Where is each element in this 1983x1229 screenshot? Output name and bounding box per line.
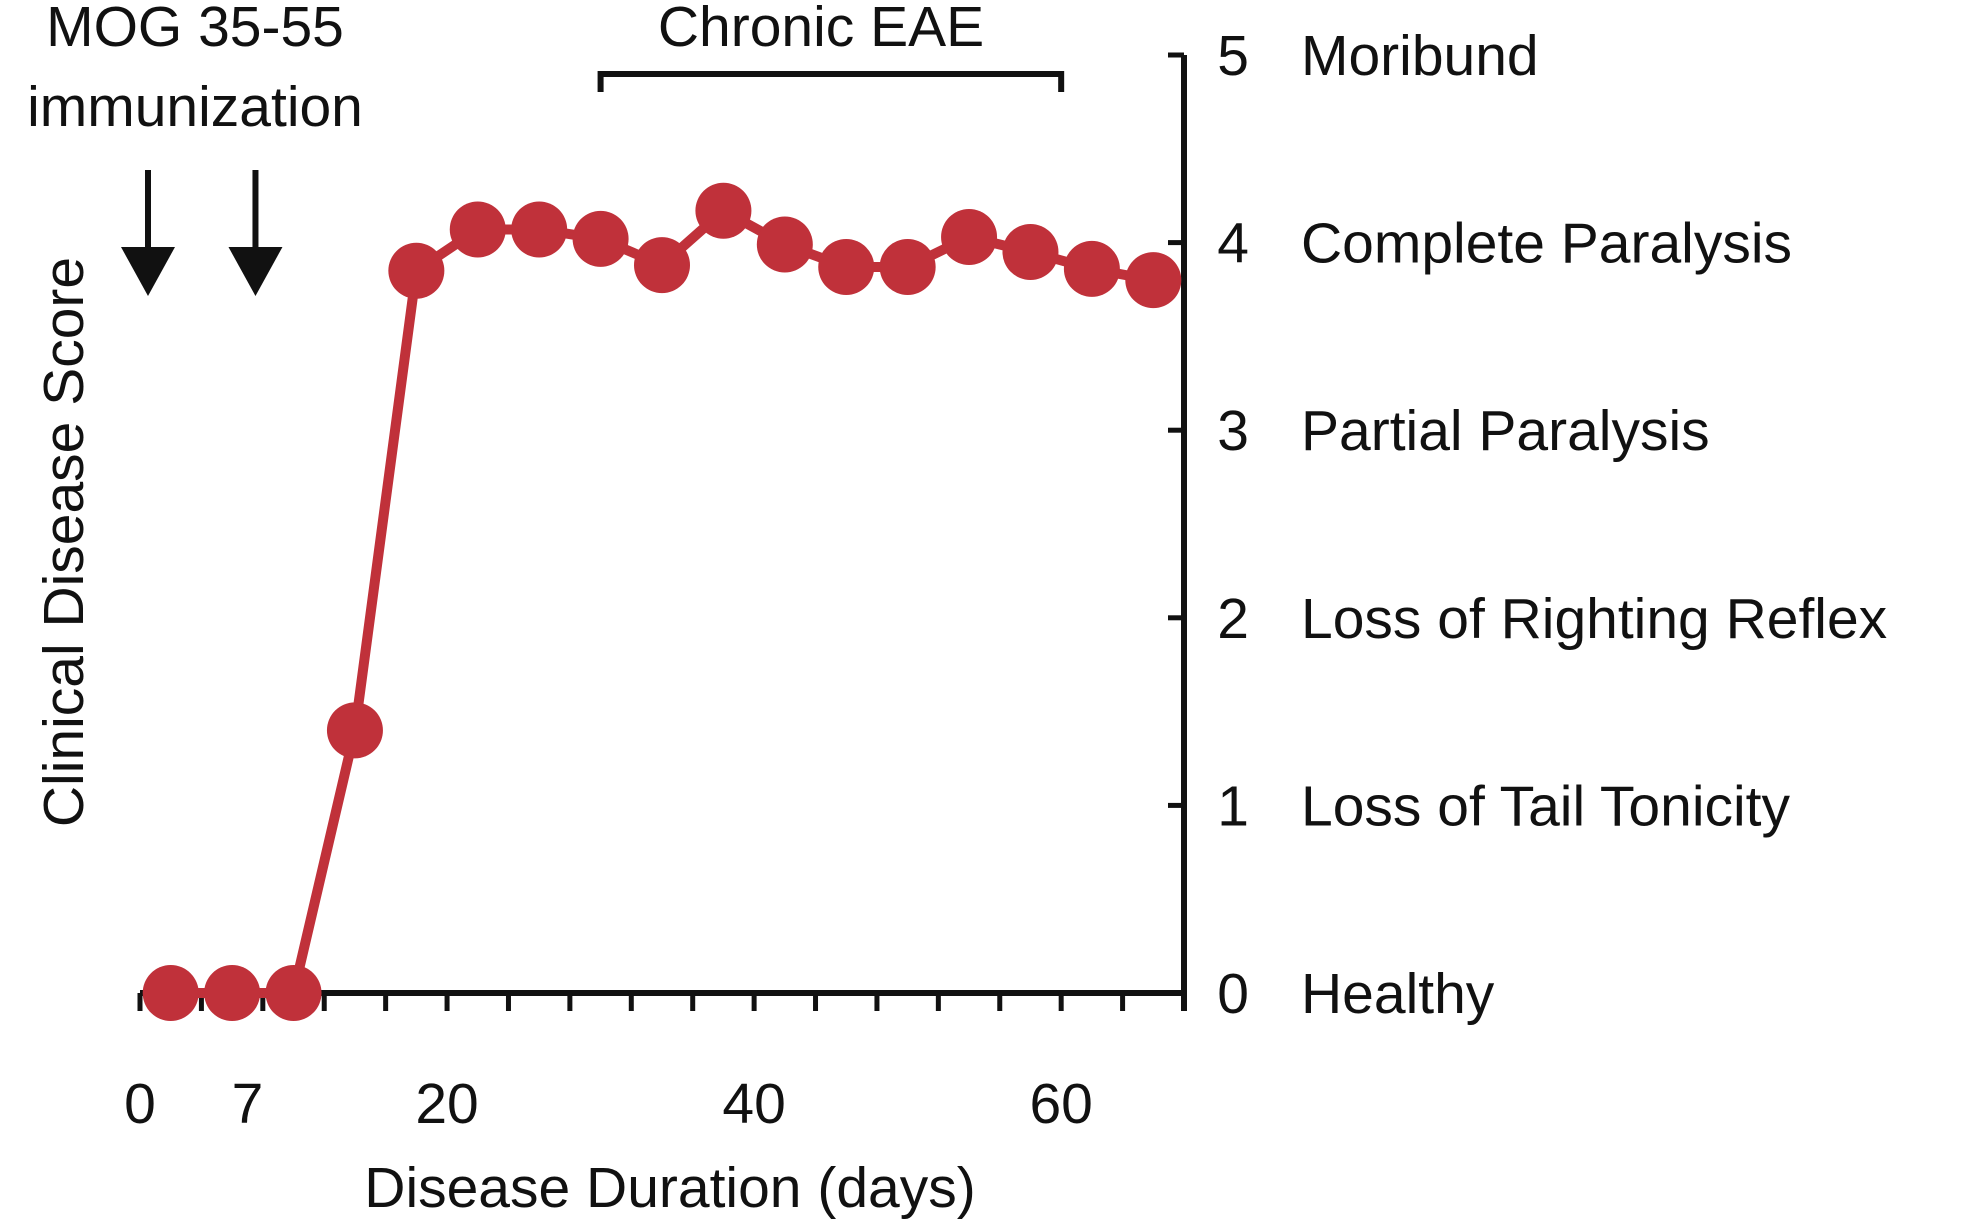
- series-line: [170, 205, 1155, 998]
- y-axis-ticks: 0 Healthy 1 Loss of Tail Tonicity 2 Loss of R…: [1168, 24, 1887, 1026]
- data-point: [142, 965, 199, 1021]
- chronic-eae-label: Chronic EAE: [658, 0, 984, 59]
- x-tick-label: 7: [232, 1072, 264, 1136]
- x-tick-label: 40: [722, 1072, 785, 1136]
- x-tick-label: 60: [1029, 1072, 1092, 1136]
- arrow-down-icon: [228, 247, 283, 296]
- series-layer: [142, 182, 1182, 1021]
- data-point: [449, 201, 506, 258]
- y-tick-label: 5: [1217, 24, 1249, 88]
- immunization-label-line1: MOG 35-55: [46, 0, 344, 59]
- arrow-down-icon: [121, 247, 175, 296]
- data-point: [941, 208, 998, 265]
- y-tick-description: Loss of Righting Reflex: [1301, 587, 1887, 651]
- y-tick-description: Loss of Tail Tonicity: [1301, 774, 1790, 838]
- y-tick-description: Partial Paralysis: [1301, 399, 1710, 463]
- y-tick-label: 2: [1217, 587, 1249, 651]
- y-tick-description: Healthy: [1301, 962, 1495, 1026]
- y-tick-label: 4: [1217, 212, 1249, 276]
- data-point: [879, 238, 936, 295]
- data-point: [1063, 240, 1120, 297]
- data-point: [204, 965, 261, 1021]
- data-point: [1125, 252, 1182, 309]
- immunization-arrows: [121, 170, 283, 296]
- data-point: [326, 702, 383, 759]
- data-point: [756, 216, 813, 273]
- x-axis-tick-labels: 0 7 20 40 60: [124, 1072, 1093, 1136]
- data-point: [511, 201, 568, 258]
- x-tick-label: 20: [415, 1072, 478, 1136]
- immunization-label-line2: immunization: [27, 75, 363, 139]
- y-tick-label: 3: [1217, 399, 1249, 463]
- y-axis-title: Clinical Disease Score: [32, 257, 96, 827]
- data-point: [572, 210, 629, 267]
- x-tick-label: 0: [124, 1072, 156, 1136]
- data-point: [388, 242, 445, 299]
- y-tick-label: 1: [1217, 774, 1249, 838]
- y-tick-label: 0: [1217, 962, 1249, 1026]
- data-point: [695, 182, 752, 239]
- data-point: [634, 237, 690, 294]
- data-point: [1002, 223, 1059, 280]
- x-axis-title: Disease Duration (days): [364, 1156, 975, 1220]
- chronic-eae-bracket: [597, 71, 1065, 92]
- y-tick-description: Complete Paralysis: [1301, 212, 1792, 276]
- data-point: [818, 238, 875, 295]
- y-tick-description: Moribund: [1301, 24, 1539, 88]
- data-point: [265, 965, 322, 1021]
